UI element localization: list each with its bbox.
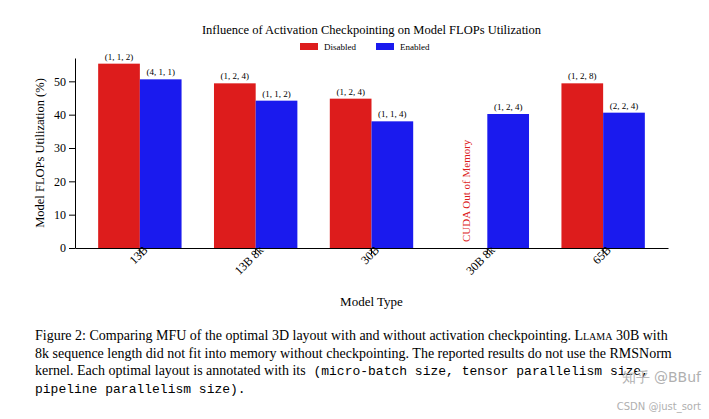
bar bbox=[140, 79, 182, 248]
y-tick: 20 bbox=[54, 175, 75, 189]
y-axis-title: Model FLOPs Utilization (%) bbox=[33, 78, 47, 228]
bar-annotations: (1, 1, 2) (1, 2, 4) (1, 2, 4) (1, 2, 8) (4, … bbox=[105, 52, 638, 242]
layout-annotation: (2, 2, 4) bbox=[610, 101, 639, 111]
y-tick-mark bbox=[69, 148, 75, 149]
watermark: 知乎 @BBuf bbox=[622, 369, 703, 385]
y-tick-label: 30 bbox=[54, 141, 66, 155]
bar bbox=[330, 99, 372, 248]
y-tick-label: 10 bbox=[54, 208, 66, 222]
x-tick-label: 13B 8k bbox=[232, 243, 267, 278]
layout-annotation: (1, 2, 4) bbox=[494, 102, 523, 112]
y-tick-mark bbox=[69, 81, 75, 82]
layout-annotation: (1, 2, 8) bbox=[568, 71, 597, 81]
title: Influence of Activation Checkpointing on… bbox=[202, 23, 542, 37]
x-tick: 30B 8k bbox=[463, 243, 498, 278]
bar bbox=[256, 101, 298, 248]
bar bbox=[561, 83, 603, 248]
annotation: CUDA Out of Memory bbox=[460, 139, 472, 242]
legend-swatch bbox=[376, 43, 394, 50]
legend-swatch bbox=[300, 43, 318, 50]
y-tick: 40 bbox=[54, 108, 75, 122]
x-tick-label: 13B bbox=[126, 243, 150, 267]
layout-annotation: (1, 1, 4) bbox=[378, 109, 407, 119]
y-tick: 50 bbox=[54, 75, 75, 89]
x-tick: 13B 8k bbox=[232, 243, 267, 278]
x-tick: 65B bbox=[590, 243, 614, 267]
legend-label: Disabled bbox=[324, 42, 356, 52]
y-tick: 30 bbox=[54, 141, 75, 155]
layout-annotation: (1, 2, 4) bbox=[221, 71, 250, 81]
chart: Influence of Activation Checkpointing on… bbox=[0, 0, 709, 419]
x-tick-label: 30B 8k bbox=[463, 243, 498, 278]
x-axis: 13B 13B 8k 30B 30B 8k 65B bbox=[76, 243, 669, 278]
bar bbox=[372, 121, 414, 248]
y-tick: 0 bbox=[60, 241, 75, 255]
bar bbox=[603, 113, 645, 248]
caption: Figure 2: Comparing MFU of the optimal 3… bbox=[35, 328, 672, 397]
layout-annotation: (1, 1, 2) bbox=[105, 52, 134, 62]
y-tick-mark bbox=[69, 215, 75, 216]
bar bbox=[214, 83, 256, 248]
y-tick-mark bbox=[69, 248, 75, 249]
y-tick-label: 40 bbox=[54, 108, 66, 122]
watermark: CSDN @just_sort bbox=[617, 401, 701, 413]
y-tick: 10 bbox=[54, 208, 75, 222]
bar bbox=[487, 114, 529, 248]
bar bbox=[98, 64, 140, 248]
layout-annotation: (1, 2, 4) bbox=[336, 87, 365, 97]
y-tick-label: 20 bbox=[54, 175, 66, 189]
layout-annotation: (1, 1, 2) bbox=[262, 89, 291, 99]
x-tick-label: 65B bbox=[590, 243, 614, 267]
legend: Disabled Enabled bbox=[300, 42, 430, 52]
x-tick: 30B bbox=[358, 243, 382, 267]
y-tick-mark bbox=[69, 181, 75, 182]
y-tick-label: 50 bbox=[54, 75, 66, 89]
bars bbox=[98, 64, 645, 248]
x-axis-title: Model Type bbox=[340, 294, 403, 309]
y-tick-mark bbox=[69, 115, 75, 116]
y-tick-label: 0 bbox=[60, 241, 66, 255]
layout-annotation: (4, 1, 1) bbox=[146, 67, 175, 77]
x-tick: 13B bbox=[126, 243, 150, 267]
y-axis-line bbox=[75, 59, 76, 249]
y-axis: 0 10 20 30 40 50 bbox=[54, 59, 76, 256]
x-tick-label: 30B bbox=[358, 243, 382, 267]
legend-label: Enabled bbox=[400, 42, 430, 52]
